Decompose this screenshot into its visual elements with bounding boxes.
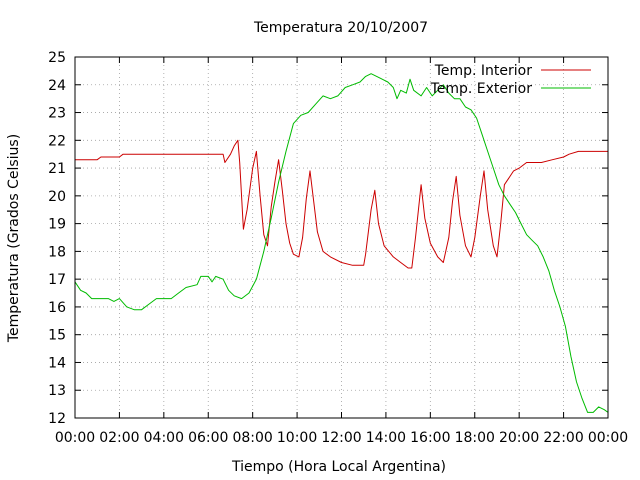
- x-tick-label: 00:00: [588, 430, 628, 446]
- y-tick-label: 22: [48, 133, 66, 149]
- x-axis-label: Tiempo (Hora Local Argentina): [231, 459, 446, 475]
- plot-frame: [74, 56, 609, 419]
- y-tick-label: 24: [48, 78, 66, 94]
- y-tick-label: 21: [48, 161, 66, 177]
- grid: [75, 57, 608, 418]
- y-tick-label: 19: [48, 217, 66, 233]
- y-tick-label: 23: [48, 106, 66, 122]
- y-tick-label: 16: [48, 300, 66, 316]
- y-tick-label: 25: [48, 50, 66, 66]
- x-tick-label: 16:00: [410, 430, 450, 446]
- y-tick-label: 14: [48, 355, 66, 371]
- x-tick-label: 10:00: [277, 430, 317, 446]
- y-tick-label: 18: [48, 244, 66, 260]
- x-tick-label: 14:00: [366, 430, 406, 446]
- y-ticks: 12 13 14 15 16 17 18 19 20 21 22 23 24 25: [48, 50, 608, 427]
- y-tick-label: 17: [48, 272, 66, 288]
- series-line-temp-exterior: [74, 73, 609, 413]
- x-tick-label: 06:00: [188, 430, 228, 446]
- x-tick-label: 08:00: [232, 430, 272, 446]
- y-axis-label: Temperatura (Grados Celsius): [6, 134, 22, 343]
- series-lines: [74, 73, 609, 413]
- x-tick-label: 12:00: [321, 430, 361, 446]
- legend-label: Temp. Exterior: [430, 81, 533, 97]
- x-ticks: 00:00 02:00 04:00 06:00 08:00 10:00 12:00 14:00…: [55, 57, 628, 446]
- y-tick-label: 12: [48, 411, 66, 427]
- x-tick-label: 04:00: [144, 430, 184, 446]
- x-tick-label: 00:00: [55, 430, 95, 446]
- x-tick-label: 22:00: [543, 430, 583, 446]
- legend: Temp. Interior Temp. Exterior: [430, 63, 591, 97]
- legend-label: Temp. Interior: [434, 63, 533, 79]
- chart-title: Temperatura 20/10/2007: [253, 20, 428, 36]
- y-tick-label: 20: [48, 189, 66, 205]
- y-tick-label: 15: [48, 328, 66, 344]
- x-tick-label: 18:00: [455, 430, 495, 446]
- x-tick-label: 20:00: [499, 430, 539, 446]
- y-tick-label: 13: [48, 383, 66, 399]
- series-line-temp-interior: [75, 139, 608, 269]
- x-tick-label: 02:00: [99, 430, 139, 446]
